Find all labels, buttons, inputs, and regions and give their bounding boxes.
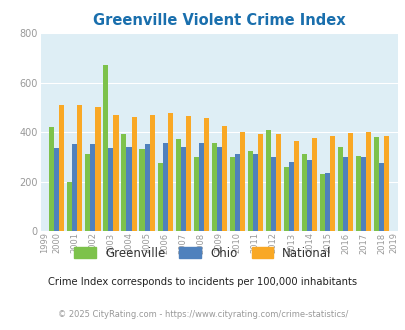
Bar xyxy=(342,157,347,231)
Bar xyxy=(265,130,270,231)
Bar xyxy=(216,147,221,231)
Legend: Greenville, Ohio, National: Greenville, Ohio, National xyxy=(70,242,335,264)
Bar xyxy=(252,154,257,231)
Bar xyxy=(139,149,144,231)
Bar xyxy=(180,147,185,231)
Bar xyxy=(311,138,316,231)
Bar xyxy=(49,127,54,231)
Bar xyxy=(162,143,167,231)
Text: © 2025 CityRating.com - https://www.cityrating.com/crime-statistics/: © 2025 CityRating.com - https://www.city… xyxy=(58,310,347,319)
Bar xyxy=(247,150,252,231)
Bar xyxy=(355,155,360,231)
Bar xyxy=(193,157,198,231)
Bar xyxy=(67,182,72,231)
Bar xyxy=(113,115,118,231)
Bar xyxy=(301,154,306,231)
Bar xyxy=(90,145,95,231)
Bar xyxy=(103,65,108,231)
Bar xyxy=(121,135,126,231)
Bar xyxy=(211,143,216,231)
Bar xyxy=(378,163,383,231)
Bar xyxy=(373,137,378,231)
Bar xyxy=(319,174,324,231)
Bar xyxy=(365,132,370,231)
Bar xyxy=(144,145,149,231)
Bar xyxy=(185,116,190,231)
Bar xyxy=(288,162,293,231)
Bar xyxy=(198,143,203,231)
Bar xyxy=(229,157,234,231)
Bar xyxy=(306,160,311,231)
Bar xyxy=(270,157,275,231)
Bar xyxy=(203,118,208,231)
Bar xyxy=(72,145,77,231)
Bar xyxy=(383,136,388,231)
Bar xyxy=(329,136,334,231)
Bar xyxy=(257,135,262,231)
Bar xyxy=(239,132,244,231)
Bar xyxy=(157,163,162,231)
Text: Crime Index corresponds to incidents per 100,000 inhabitants: Crime Index corresponds to incidents per… xyxy=(48,278,357,287)
Bar xyxy=(360,157,365,231)
Bar xyxy=(234,154,239,231)
Title: Greenville Violent Crime Index: Greenville Violent Crime Index xyxy=(93,13,345,28)
Bar xyxy=(126,147,131,231)
Bar xyxy=(167,114,172,231)
Bar xyxy=(149,115,154,231)
Bar xyxy=(131,117,136,231)
Bar xyxy=(108,148,113,231)
Bar xyxy=(293,141,298,231)
Bar xyxy=(95,107,100,231)
Bar xyxy=(337,147,342,231)
Bar xyxy=(77,105,82,231)
Bar xyxy=(324,173,329,231)
Bar xyxy=(175,139,180,231)
Bar xyxy=(275,135,280,231)
Bar xyxy=(221,126,226,231)
Bar xyxy=(283,167,288,231)
Bar xyxy=(59,105,64,231)
Bar xyxy=(54,148,59,231)
Bar xyxy=(85,154,90,231)
Bar xyxy=(347,133,352,231)
